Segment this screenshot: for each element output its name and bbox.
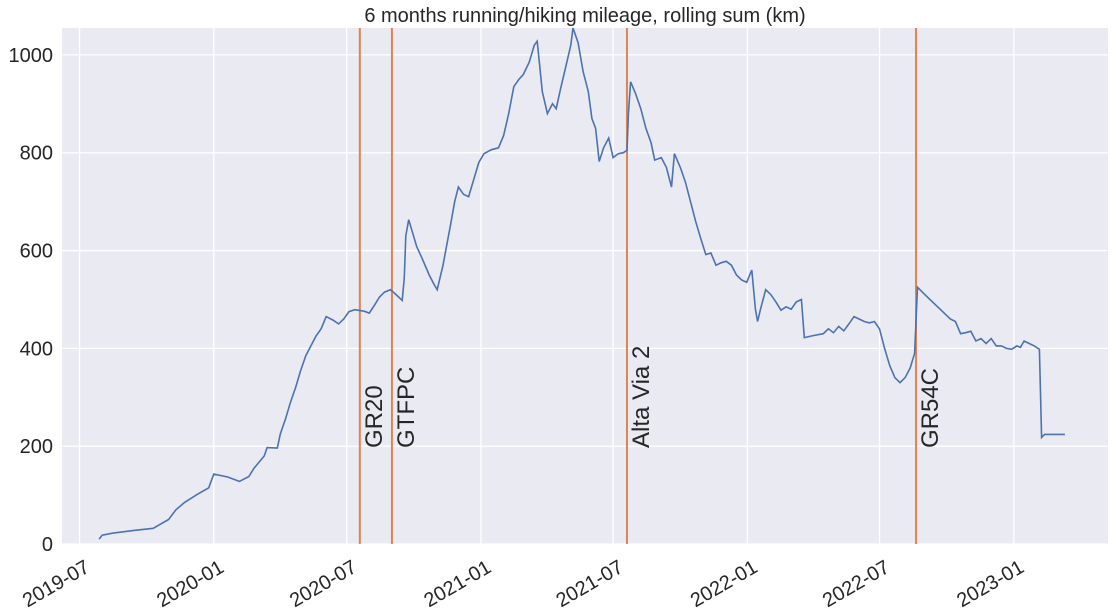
series-line — [98, 27, 1065, 540]
x-tick-label: 2022-07 — [819, 556, 894, 612]
x-grid — [78, 28, 1015, 544]
x-tick-label: 2020-07 — [286, 556, 361, 612]
x-tick-label: 2021-01 — [420, 556, 495, 612]
x-tick-label: 2020-01 — [153, 556, 228, 612]
y-tick-labels: 0 200 400 600 800 1000 — [9, 45, 54, 556]
x-tick-label: 2021-07 — [553, 556, 628, 612]
y-tick-label: 800 — [20, 143, 53, 165]
event-label: GR54C — [917, 368, 944, 448]
y-tick-label: 600 — [20, 241, 53, 263]
y-grid — [62, 54, 1108, 545]
event-label: GTFPC — [393, 367, 420, 448]
y-tick-label: 200 — [20, 436, 53, 458]
x-tick-label: 2022-01 — [687, 556, 762, 612]
event-markers: GR20 GTFPC Alta Via 2 GR54C — [358, 28, 944, 544]
plot-area — [62, 28, 1108, 544]
y-tick-label: 0 — [42, 534, 53, 556]
x-tick-label: 2023-01 — [953, 556, 1028, 612]
event-label: GR20 — [361, 385, 388, 448]
event-label: Alta Via 2 — [628, 346, 655, 448]
chart-title: 6 months running/hiking mileage, rolling… — [364, 5, 805, 27]
x-tick-labels: 2019-07 2020-01 2020-07 2021-01 2021-07 2022-… — [19, 556, 1028, 612]
y-tick-label: 1000 — [9, 45, 54, 67]
x-tick-label: 2019-07 — [19, 556, 94, 612]
y-tick-label: 400 — [20, 338, 53, 360]
